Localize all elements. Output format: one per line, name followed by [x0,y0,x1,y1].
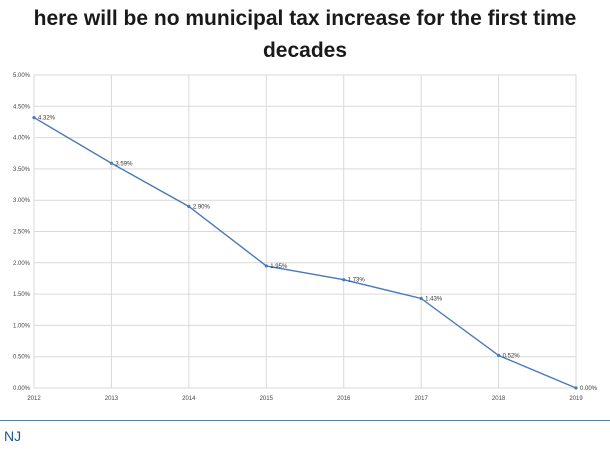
data-label: 4.32% [38,116,56,122]
series-line [33,116,577,389]
line-chart: 0.00% 0.50% 1.00% 1.50% 2.00% 2.50% 3.00% 3.50%… [13,73,598,402]
data-label: 1.95% [270,264,288,270]
data-label: 0.52% [503,353,521,359]
x-tick-label: 2018 [492,396,506,402]
footer-text: NJ [4,428,22,444]
x-tick-label: 2014 [182,396,196,402]
data-labels: 4.32% 3.59% 2.90% 1.95% 1.73% 1.43% 0.52% 0.00% [38,116,598,392]
data-series [32,115,578,390]
y-tick-label: 2.50% [13,230,31,236]
data-label: 1.73% [348,278,366,284]
y-axis-ticks: 0.00% 0.50% 1.00% 1.50% 2.00% 2.50% 3.00% 3.50%… [13,73,31,392]
y-tick-label: 2.00% [13,261,31,267]
y-tick-label: 1.50% [13,292,31,298]
y-tick-label: 4.00% [13,136,31,142]
data-point [496,353,501,358]
data-label: 0.00% [580,386,598,392]
data-point [419,296,423,301]
data-point [32,115,36,120]
x-axis-ticks: 2012 2013 2014 2015 2016 2017 2018 2019 [27,396,583,402]
y-tick-label: 0.50% [13,355,31,361]
x-tick-label: 2017 [414,396,428,402]
data-point [187,204,191,209]
data-point [264,264,268,268]
data-label: 1.43% [425,296,443,302]
y-tick-label: 0.00% [13,386,31,392]
y-tick-label: 3.00% [13,198,31,204]
x-tick-label: 2013 [105,396,119,402]
y-tick-label: 5.00% [13,73,31,79]
x-tick-label: 2019 [569,396,583,402]
x-tick-label: 2016 [337,396,351,402]
x-tick-label: 2012 [27,396,41,402]
y-tick-label: 3.50% [13,167,31,173]
data-point [342,278,346,282]
slide-title-line-2: decades [262,39,348,62]
data-point [574,386,578,390]
x-tick-label: 2015 [260,396,274,402]
data-label: 2.90% [193,204,211,210]
grid-lines [33,74,577,389]
y-tick-label: 1.00% [13,323,31,329]
data-label: 3.59% [115,161,133,167]
data-point [109,161,114,165]
y-tick-label: 4.50% [13,104,31,110]
footer-divider [0,420,610,421]
slide-title-line-1: here will be no municipal tax increase f… [33,7,577,30]
